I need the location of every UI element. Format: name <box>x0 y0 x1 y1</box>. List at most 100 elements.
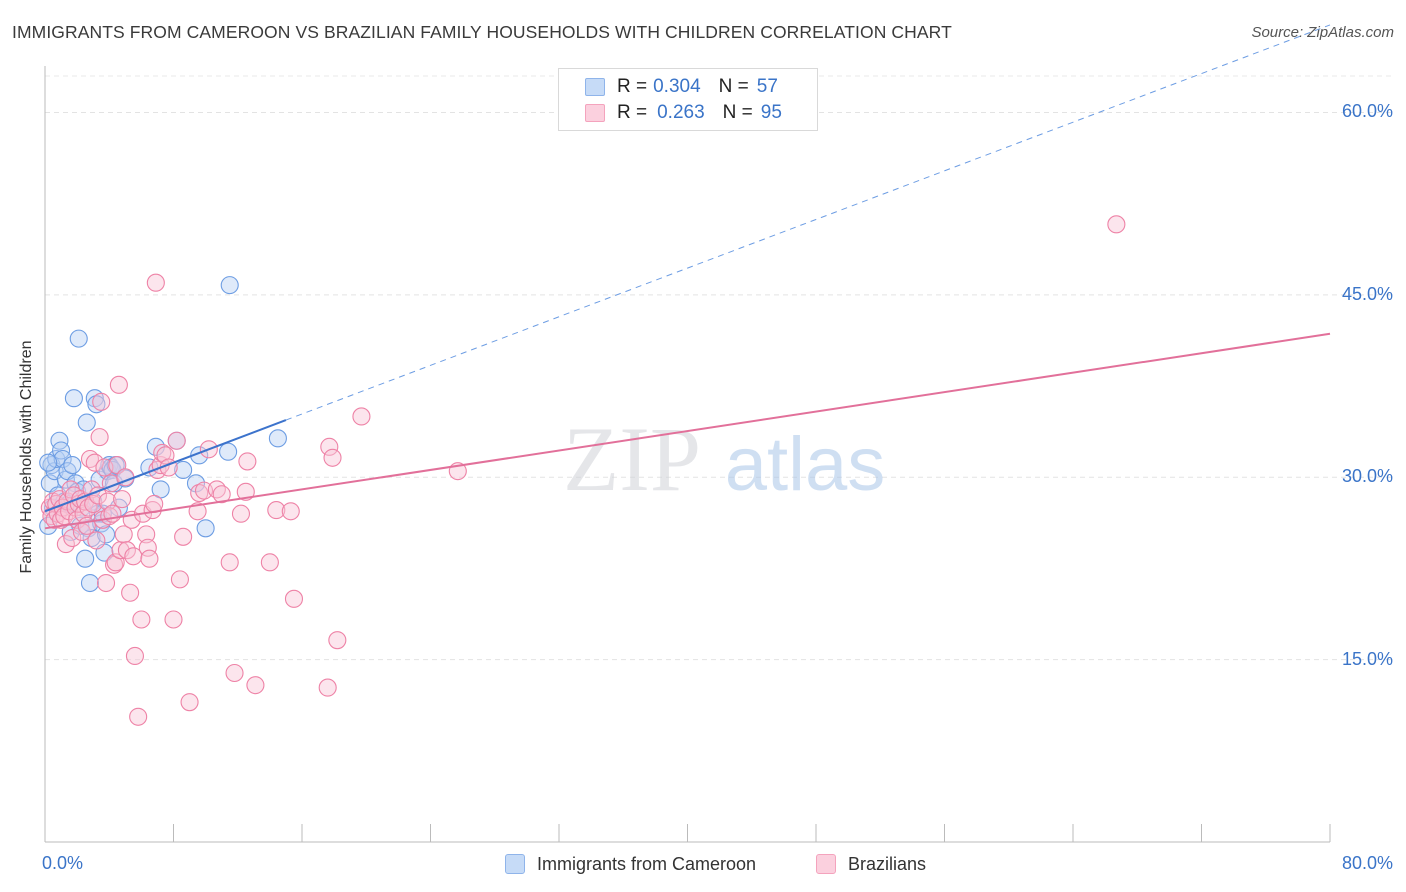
r-label: R = <box>617 76 648 97</box>
x-tick-label: 0.0% <box>42 853 84 873</box>
chart-title: IMMIGRANTS FROM CAMEROON VS BRAZILIAN FA… <box>12 22 952 42</box>
r-value: 0.263 <box>657 102 705 123</box>
trend-line-brazilians <box>44 332 1331 530</box>
data-point <box>220 553 239 572</box>
data-point <box>82 528 101 548</box>
data-point <box>69 329 88 348</box>
data-point <box>320 437 339 456</box>
data-point <box>96 525 116 544</box>
axes <box>44 66 1331 843</box>
data-point <box>220 276 239 295</box>
watermark: ZIP atlas <box>563 408 885 510</box>
data-point <box>63 528 82 548</box>
data-point <box>164 610 183 629</box>
data-point <box>236 482 255 501</box>
data-point <box>63 456 82 475</box>
data-point <box>87 531 106 550</box>
data-point <box>180 693 199 712</box>
data-point <box>64 389 83 408</box>
data-point <box>231 504 251 523</box>
y-tick-label: 30.0% <box>1341 466 1393 487</box>
data-point <box>207 480 226 499</box>
data-point <box>87 395 106 414</box>
data-point <box>1107 215 1126 234</box>
data-point <box>39 453 58 472</box>
n-value: 57 <box>756 76 778 97</box>
y-tick-label: 15.0% <box>1341 648 1393 669</box>
r-label: R = <box>617 102 648 123</box>
legend-item-cameroon[interactable]: Immigrants from Cameroon <box>505 851 756 877</box>
data-point <box>109 375 128 394</box>
brazilians-legend-swatch <box>816 854 836 874</box>
data-point <box>129 707 148 726</box>
data-point <box>267 501 286 520</box>
data-point <box>238 452 257 471</box>
data-point <box>174 527 193 546</box>
gridlines <box>45 75 1393 661</box>
data-point <box>170 570 189 589</box>
correlation-legend: R = 0.304 N = 57 R = 0.263 N = 95 <box>558 68 818 131</box>
data-point <box>77 413 96 432</box>
data-point <box>96 573 116 593</box>
data-point <box>281 502 300 521</box>
watermark-zip: ZIP <box>563 408 701 510</box>
data-point <box>268 429 287 448</box>
data-point <box>79 498 98 517</box>
n-label: N = <box>722 102 753 123</box>
data-point <box>146 273 165 292</box>
data-point <box>196 519 215 538</box>
r-value: 0.304 <box>653 76 701 97</box>
legend-label-cameroon: Immigrants from Cameroon <box>537 853 757 874</box>
data-point <box>188 502 207 521</box>
data-point <box>88 504 108 523</box>
trend-line-cameroon <box>44 419 287 513</box>
cameroon-swatch <box>585 78 605 96</box>
cameroon-legend-swatch <box>505 854 525 874</box>
y-tick-label: 60.0% <box>1341 101 1393 122</box>
data-point <box>219 442 238 461</box>
data-point <box>140 549 159 568</box>
data-point <box>323 448 342 467</box>
data-points <box>39 215 1126 726</box>
data-point <box>77 516 96 535</box>
x-tick-label: 80.0% <box>1341 853 1393 873</box>
data-point <box>121 583 140 602</box>
data-point <box>190 483 209 503</box>
data-point <box>194 481 214 500</box>
data-point <box>225 663 244 683</box>
data-point <box>84 494 103 514</box>
data-point <box>106 553 125 572</box>
data-point <box>85 453 104 472</box>
watermark-atlas: atlas <box>725 422 886 507</box>
data-point <box>98 492 117 511</box>
data-point <box>132 610 151 629</box>
n-label: N = <box>718 76 749 97</box>
data-point <box>318 678 337 697</box>
data-point <box>53 449 72 469</box>
data-point <box>90 428 109 447</box>
data-point <box>124 547 143 566</box>
data-point <box>80 573 100 593</box>
data-point <box>284 589 304 608</box>
legend-item-brazilians[interactable]: Brazilians <box>816 851 926 877</box>
legend-label-brazilians: Brazilians <box>848 853 927 874</box>
data-point <box>167 431 186 450</box>
n-value: 95 <box>760 102 782 123</box>
data-point <box>76 549 95 568</box>
data-point <box>174 460 193 479</box>
data-point <box>92 392 111 411</box>
legend-row-brazilians: R = 0.263 N = 95 <box>585 101 782 125</box>
data-point <box>100 507 119 526</box>
data-point <box>260 553 279 572</box>
data-point <box>80 449 100 469</box>
source-label: Source: ZipAtlas.com <box>1251 24 1394 41</box>
brazilians-swatch <box>585 104 605 122</box>
data-point <box>125 646 144 666</box>
data-point <box>137 525 156 544</box>
trend-lines <box>44 24 1331 530</box>
data-point <box>212 485 231 504</box>
data-point <box>113 490 132 509</box>
data-point <box>328 631 347 650</box>
legend-row-cameroon: R = 0.304 N = 57 <box>585 75 778 99</box>
